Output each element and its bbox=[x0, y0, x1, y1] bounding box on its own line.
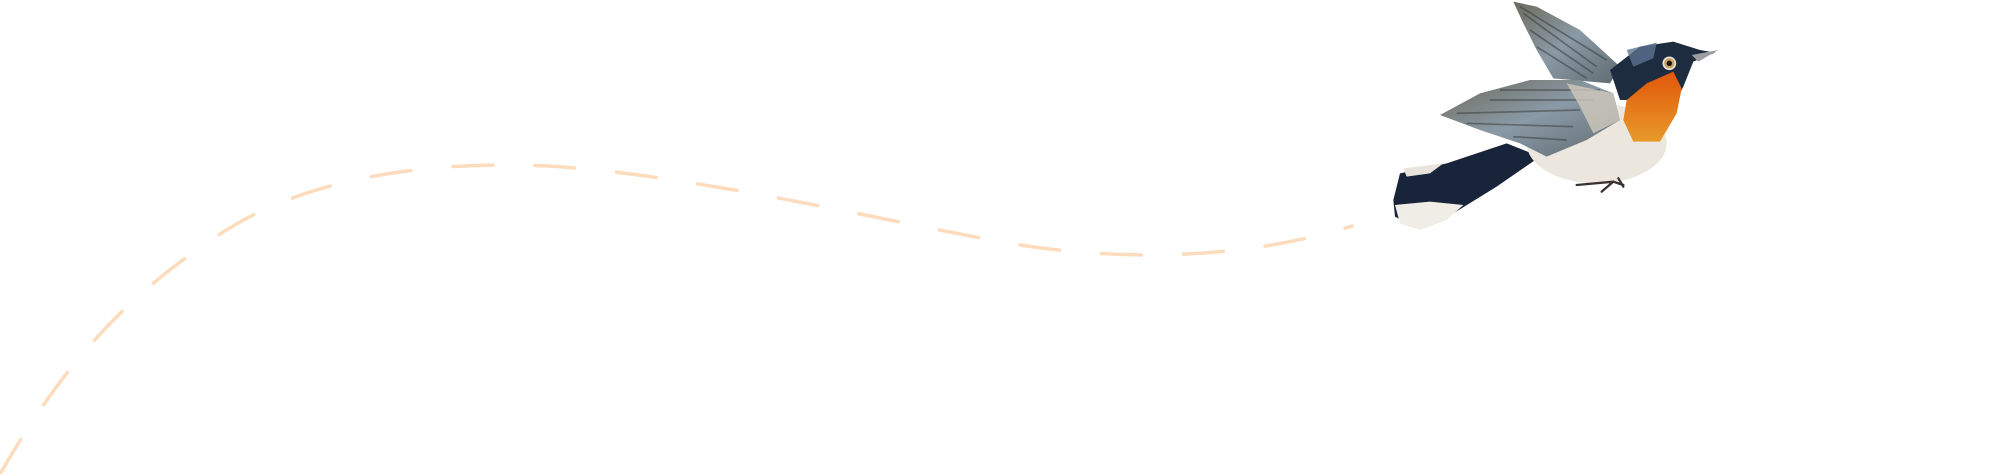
tail bbox=[1393, 143, 1540, 230]
orange-throat bbox=[1623, 71, 1682, 142]
upper-wing bbox=[1513, 1, 1620, 84]
beak bbox=[1691, 50, 1719, 62]
flight-path-line bbox=[0, 163, 1354, 474]
legs bbox=[1575, 177, 1625, 193]
bird-illustration bbox=[1393, 1, 1719, 230]
head bbox=[1610, 41, 1715, 100]
lower-wing bbox=[1440, 80, 1620, 157]
